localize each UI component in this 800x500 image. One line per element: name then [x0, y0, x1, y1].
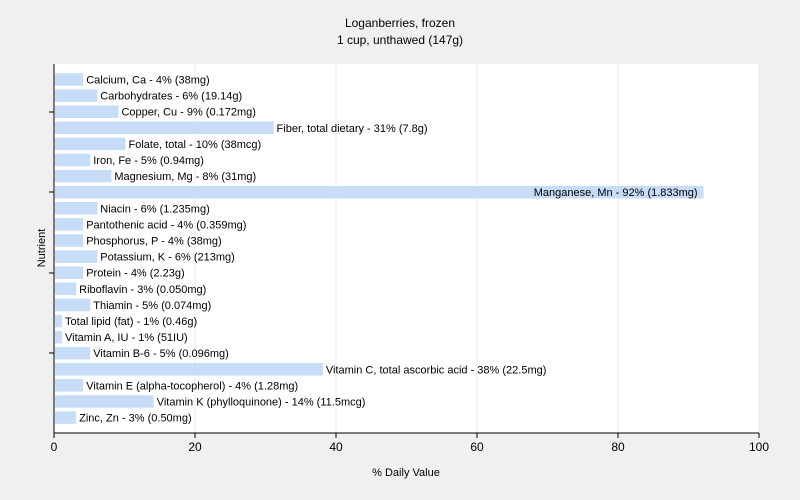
bar [55, 89, 98, 102]
bar [55, 395, 154, 408]
bar-label: Folate, total - 10% (38mcg) [129, 139, 262, 151]
bar-label: Thiamin - 5% (0.074mg) [93, 300, 211, 312]
bar [55, 266, 84, 279]
bar [55, 282, 77, 296]
bar-label: Vitamin A, IU - 1% (51IU) [65, 332, 188, 344]
bars [55, 73, 704, 424]
bar [55, 169, 112, 183]
bar [55, 105, 119, 118]
x-tick-label: 80 [611, 440, 625, 454]
chart-title: Loganberries, frozen [345, 16, 455, 30]
bar-label: Riboflavin - 3% (0.050mg) [79, 284, 206, 296]
x-tick-label: 100 [749, 440, 769, 454]
x-tick-label: 0 [51, 440, 58, 454]
bar [55, 218, 84, 231]
bar [55, 298, 91, 312]
bar-label: Carbohydrates - 6% (19.14g) [100, 91, 242, 103]
x-tick-label: 60 [470, 440, 484, 454]
bar [55, 202, 98, 215]
bar-label: Manganese, Mn - 92% (1.833mg) [534, 187, 698, 199]
bar-label: Fiber, total dietary - 31% (7.8g) [277, 123, 428, 135]
bar-label: Magnesium, Mg - 8% (31mg) [114, 171, 256, 183]
bar-labels: Calcium, Ca - 4% (38mg) Carbohydrates - 6… [65, 75, 698, 425]
bar-label: Vitamin K (phylloquinone) - 14% (11.5mcg… [157, 397, 366, 409]
bar [55, 379, 84, 392]
bar [55, 121, 274, 135]
bar-label: Phosphorus, P - 4% (38mg) [86, 236, 222, 248]
x-tick-label: 20 [188, 440, 202, 454]
bar [55, 250, 98, 263]
bar [55, 185, 704, 199]
bar [55, 73, 84, 86]
bar [55, 330, 63, 344]
bar [55, 346, 91, 360]
bar-label: Vitamin E (alpha-tocopherol) - 4% (1.28m… [86, 380, 298, 392]
bar-label: Potassium, K - 6% (213mg) [100, 252, 235, 264]
bar-label: Zinc, Zn - 3% (0.50mg) [79, 413, 191, 425]
axes [49, 64, 759, 434]
y-axis-label: Nutrient [36, 229, 48, 268]
bar-label: Vitamin B-6 - 5% (0.096mg) [93, 348, 229, 360]
plot-area [54, 64, 759, 433]
bar [55, 137, 126, 151]
bar [55, 234, 84, 247]
bar [55, 411, 77, 424]
bar-label: Copper, Cu - 9% (0.172mg) [121, 107, 256, 119]
bar-label: Iron, Fe - 5% (0.94mg) [93, 155, 204, 167]
x-tick-label: 40 [329, 440, 343, 454]
bar-label: Total lipid (fat) - 1% (0.46g) [65, 316, 197, 328]
bar [55, 314, 63, 328]
bar [55, 153, 91, 167]
bar-label: Vitamin C, total ascorbic acid - 38% (22… [326, 364, 547, 376]
bar-label: Protein - 4% (2.23g) [86, 268, 184, 280]
bar-label: Niacin - 6% (1.235mg) [100, 203, 209, 215]
chart-subtitle: 1 cup, unthawed (147g) [337, 33, 463, 47]
bar [55, 363, 323, 376]
bar-label: Calcium, Ca - 4% (38mg) [86, 75, 209, 87]
x-axis-label: % Daily Value [372, 467, 440, 479]
bar-label: Pantothenic acid - 4% (0.359mg) [86, 219, 246, 231]
x-ticks: 0 20 40 60 80 100 [51, 433, 769, 454]
